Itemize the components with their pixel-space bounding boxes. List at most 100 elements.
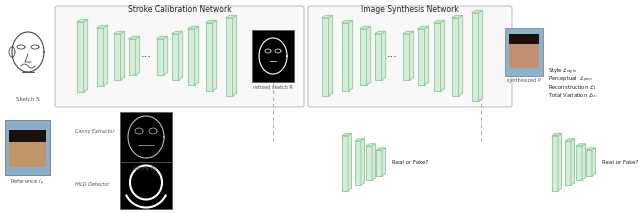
Polygon shape: [592, 148, 595, 176]
Polygon shape: [451, 15, 463, 18]
Polygon shape: [571, 139, 575, 185]
Polygon shape: [172, 31, 182, 34]
Text: Reference $I_p$: Reference $I_p$: [10, 178, 44, 188]
Polygon shape: [403, 34, 410, 80]
Polygon shape: [342, 20, 353, 23]
Polygon shape: [120, 31, 125, 80]
FancyBboxPatch shape: [308, 6, 512, 107]
Bar: [5, 120, 50, 175]
Text: Perceptual  $\mathcal{L}_{perc}$: Perceptual $\mathcal{L}_{perc}$: [548, 75, 593, 85]
Text: Canny $E_{ld}$: Canny $E_{ld}$: [132, 164, 159, 173]
Polygon shape: [417, 29, 424, 85]
Text: Real or Fake?: Real or Fake?: [602, 161, 638, 166]
Polygon shape: [188, 26, 198, 29]
Polygon shape: [576, 146, 582, 180]
Text: ···: ···: [387, 52, 397, 62]
Polygon shape: [576, 144, 586, 146]
Polygon shape: [586, 148, 595, 150]
Polygon shape: [424, 26, 429, 85]
Text: HILD Detector: HILD Detector: [75, 183, 109, 187]
Polygon shape: [172, 34, 179, 80]
FancyBboxPatch shape: [55, 6, 304, 107]
Polygon shape: [565, 139, 575, 141]
Polygon shape: [374, 31, 386, 34]
Text: Reconstruction $\mathcal{L}_1$: Reconstruction $\mathcal{L}_1$: [548, 83, 597, 92]
Text: synthesized P: synthesized P: [507, 78, 541, 83]
Polygon shape: [232, 15, 237, 96]
Polygon shape: [157, 39, 163, 75]
Polygon shape: [113, 34, 120, 80]
Polygon shape: [136, 36, 140, 75]
Polygon shape: [417, 26, 429, 29]
Polygon shape: [433, 23, 440, 91]
Polygon shape: [552, 133, 561, 135]
Polygon shape: [472, 13, 479, 101]
Polygon shape: [382, 148, 385, 176]
Text: refined sketch R: refined sketch R: [253, 85, 293, 90]
Polygon shape: [366, 144, 376, 146]
Polygon shape: [472, 10, 483, 13]
Polygon shape: [104, 25, 108, 86]
Polygon shape: [77, 19, 88, 22]
Bar: [120, 162, 172, 209]
Polygon shape: [360, 26, 371, 29]
Polygon shape: [410, 31, 413, 80]
Polygon shape: [188, 29, 195, 85]
Bar: [9, 130, 46, 142]
Polygon shape: [374, 34, 381, 80]
Polygon shape: [440, 20, 445, 91]
Polygon shape: [355, 141, 361, 185]
Polygon shape: [321, 15, 333, 18]
Polygon shape: [97, 25, 108, 28]
Polygon shape: [433, 20, 445, 23]
Polygon shape: [225, 15, 237, 18]
Polygon shape: [367, 26, 371, 85]
Polygon shape: [205, 20, 217, 23]
Polygon shape: [458, 15, 463, 96]
Polygon shape: [83, 19, 88, 92]
Polygon shape: [361, 139, 365, 185]
Text: Real or Fake?: Real or Fake?: [392, 161, 428, 166]
Polygon shape: [376, 150, 382, 176]
Polygon shape: [552, 135, 558, 190]
Polygon shape: [212, 20, 217, 91]
Polygon shape: [348, 133, 351, 190]
Text: Style $\mathcal{L}_{style}$: Style $\mathcal{L}_{style}$: [548, 67, 577, 77]
Text: Canny Extractor: Canny Extractor: [75, 130, 115, 134]
Polygon shape: [372, 144, 376, 180]
Polygon shape: [113, 31, 125, 34]
Polygon shape: [376, 148, 385, 150]
Text: Stroke Calibration Network: Stroke Calibration Network: [128, 5, 232, 14]
Text: Total Variation $\mathcal{L}_{tv}$: Total Variation $\mathcal{L}_{tv}$: [548, 92, 598, 101]
Polygon shape: [349, 20, 353, 91]
Bar: [509, 34, 539, 44]
Polygon shape: [195, 26, 198, 85]
Polygon shape: [381, 31, 386, 80]
Polygon shape: [157, 36, 168, 39]
Polygon shape: [366, 146, 372, 180]
Bar: [252, 30, 294, 82]
Text: HILD $F_{ew}$: HILD $F_{ew}$: [134, 212, 158, 213]
Polygon shape: [225, 18, 232, 96]
Polygon shape: [355, 139, 365, 141]
Bar: [505, 28, 543, 76]
Polygon shape: [129, 36, 140, 39]
Polygon shape: [479, 10, 483, 101]
Polygon shape: [451, 18, 458, 96]
Bar: [509, 34, 539, 68]
Polygon shape: [163, 36, 168, 75]
Polygon shape: [321, 18, 328, 96]
Polygon shape: [77, 22, 83, 92]
Polygon shape: [403, 31, 413, 34]
Polygon shape: [558, 133, 561, 190]
Polygon shape: [586, 150, 592, 176]
Polygon shape: [342, 23, 349, 91]
Bar: [9, 130, 46, 167]
Polygon shape: [129, 39, 136, 75]
Polygon shape: [565, 141, 571, 185]
Text: ···: ···: [141, 52, 152, 62]
Polygon shape: [582, 144, 586, 180]
Polygon shape: [97, 28, 104, 86]
Text: Sketch S: Sketch S: [16, 97, 40, 102]
Polygon shape: [328, 15, 333, 96]
